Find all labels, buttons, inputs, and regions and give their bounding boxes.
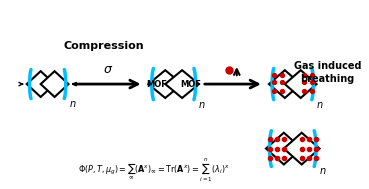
Text: σ: σ [103,63,111,76]
Text: MOF: MOF [180,80,201,89]
Text: MOF: MOF [146,80,167,89]
Text: n: n [199,100,205,110]
Text: n: n [69,99,75,109]
Polygon shape [284,133,320,164]
Polygon shape [269,70,301,98]
Text: Gas induced
breathing: Gas induced breathing [294,61,361,84]
Text: Compression: Compression [64,41,145,51]
Text: n: n [317,100,323,110]
Polygon shape [148,70,182,98]
Text: n: n [319,167,325,177]
Polygon shape [165,70,199,98]
Polygon shape [285,70,317,98]
Polygon shape [27,71,55,97]
Text: $\Phi(P,T,\mu_g)=\sum_{\infty}(\mathbf{A}^x)_{\infty}=\mathrm{Tr}(\mathbf{A}^x)=: $\Phi(P,T,\mu_g)=\sum_{\infty}(\mathbf{A… [78,157,230,184]
Polygon shape [266,133,302,164]
Polygon shape [41,71,69,97]
